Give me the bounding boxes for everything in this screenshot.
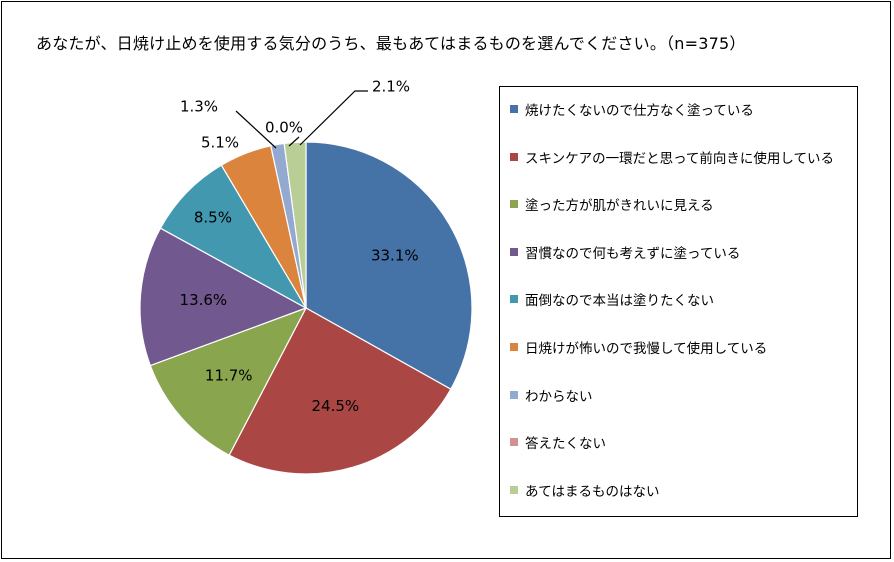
legend-label: 塗った方が肌がきれいに見える [525,198,714,215]
legend-item: 日焼けが怖いので我慢して使用している [510,337,767,357]
leader-line [288,136,300,147]
legend-swatch [510,485,518,494]
legend-swatch [510,200,518,209]
pie-slice [139,227,308,367]
pie-data-label: 33.1% [371,246,419,264]
legend-label: あてはまるものはない [525,483,660,500]
pie-slice [283,141,307,309]
chart-legend: 焼けたくないので仕方なく塗っているスキンケアの一環だと思って前向きに使用している… [499,86,858,517]
pie-slice [305,141,473,391]
legend-item: わからない [510,385,593,405]
chart-title: あなたが、日焼け止めを使用する気分のうち、最もあてはまるものを選んでください。（… [36,34,746,53]
pie-data-label: 8.5% [194,208,232,226]
pie-slice [149,306,308,456]
pie-data-label: 5.1% [201,134,239,152]
legend-item: 答えたくない [510,432,606,452]
legend-label: わからない [525,388,593,405]
pie-slice [159,164,308,310]
legend-label: 焼けたくないので仕方なく塗っている [525,103,754,119]
legend-label: 習慣なので何も考えずに塗っている [525,245,741,262]
leader-line [299,90,368,146]
pie-data-label: 1.3% [180,98,218,116]
pie-data-label: 11.7% [205,366,253,384]
leader-line [235,110,277,149]
legend-swatch [510,343,518,351]
legend-swatch [510,295,518,304]
legend-item: 習慣なので何も考えずに塗っている [510,242,740,262]
legend-item: 塗った方が肌がきれいに見える [510,194,714,214]
legend-swatch [510,438,518,447]
legend-label: 日焼けが怖いので我慢して使用している [525,341,768,357]
legend-swatch [510,105,518,113]
legend-item: あてはまるものはない [510,480,659,500]
legend-label: スキンケアの一環だと思って前向きに使用している [525,150,835,167]
legend-swatch [510,152,518,161]
legend-item: 面倒なので本当は塗りたくない [510,289,714,309]
legend-swatch [510,247,518,256]
pie-data-label: 24.5% [312,397,360,415]
legend-swatch [510,390,518,399]
pie-data-label: 0.0% [265,119,303,137]
pie-data-label: 13.6% [180,291,228,309]
legend-item: 焼けたくないので仕方なく塗っている [510,99,754,119]
legend-label: 面倒なので本当は塗りたくない [525,293,714,310]
pie-data-label: 2.1% [372,78,410,96]
legend-label: 答えたくない [525,436,606,453]
legend-item: スキンケアの一環だと思って前向きに使用している [510,147,834,167]
